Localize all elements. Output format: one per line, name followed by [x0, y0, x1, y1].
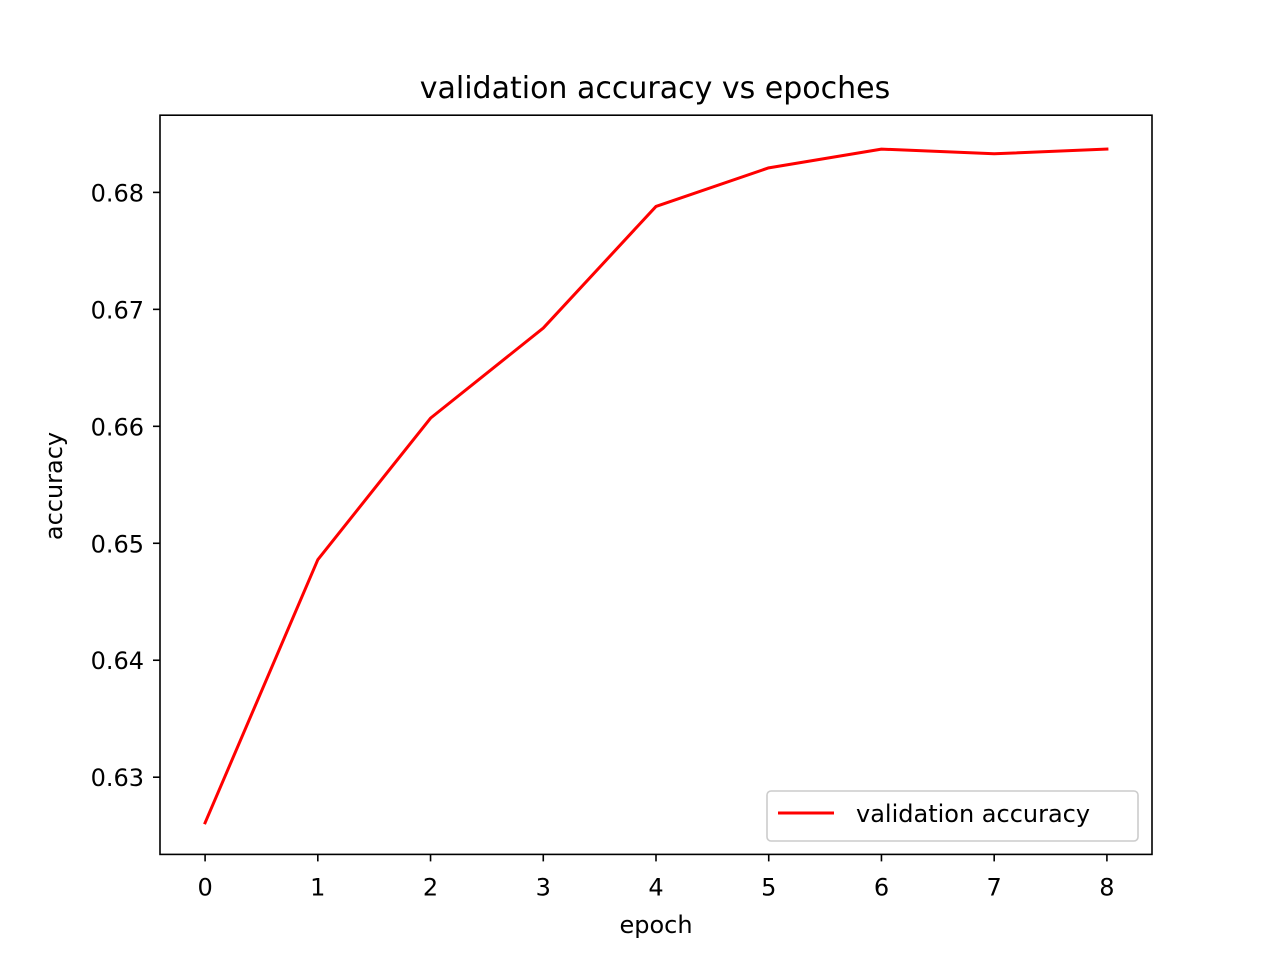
y-tick-label: 0.64 [91, 647, 144, 675]
x-tick-label: 0 [197, 873, 212, 901]
legend-entry-label: validation accuracy [856, 800, 1090, 828]
y-tick-label: 0.63 [91, 764, 144, 792]
legend-box [766, 790, 1139, 842]
x-tick-label: 5 [761, 873, 776, 901]
x-axis-label: epoch [619, 911, 692, 939]
series-layer [203, 147, 1109, 825]
plot-area [159, 114, 1153, 856]
x-tick-label: 6 [874, 873, 889, 901]
y-tick-label: 0.67 [91, 296, 144, 324]
series-line-0 [203, 147, 1109, 825]
y-tick-label: 0.68 [91, 179, 144, 207]
x-tick-label: 4 [648, 873, 663, 901]
x-tick-label: 1 [310, 873, 325, 901]
x-tick-label: 3 [536, 873, 551, 901]
y-tick-label: 0.65 [91, 530, 144, 558]
chart-title: validation accuracy vs epoches [420, 71, 891, 106]
x-tick-label: 2 [423, 873, 438, 901]
y-axis-label: accuracy [40, 432, 68, 540]
y-tick-label: 0.66 [91, 413, 144, 441]
plot-frame [159, 114, 1153, 856]
legend: validation accuracy [766, 790, 1139, 842]
x-axis-ticks: 0 1 2 3 4 5 6 7 8 [197, 854, 1115, 901]
y-axis-ticks: 0.63 0.64 0.65 0.66 0.67 0.68 [91, 179, 160, 792]
x-tick-label: 7 [987, 873, 1002, 901]
x-tick-label: 8 [1099, 873, 1114, 901]
